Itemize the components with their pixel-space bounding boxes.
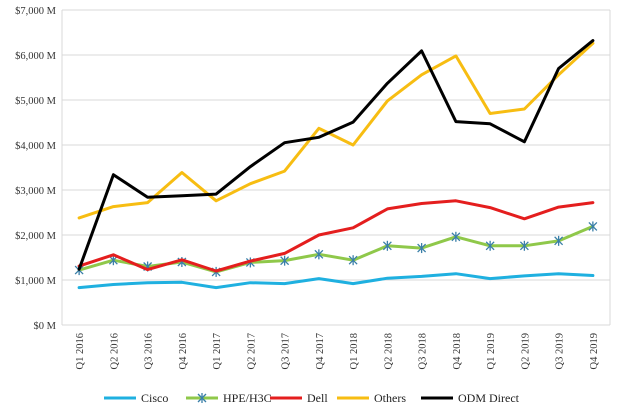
legend-item: Dell [270,391,328,405]
x-tick-label: Q1 2017 [212,333,223,369]
legend-label: Dell [307,391,328,405]
data-point-marker [519,240,529,251]
y-tick-label: $7,000 M [15,6,57,17]
x-tick-label: Q4 2016 [178,333,189,369]
x-tick-label: Q2 2017 [246,333,257,369]
series-line-cisco [77,272,595,290]
data-point-marker [280,255,290,266]
data-point-marker [554,235,564,246]
x-tick-label: Q1 2019 [486,333,497,369]
y-tick-label: $1,000 M [15,276,57,287]
legend-label: Others [374,391,406,405]
legend-item: HPE/H3C [186,391,272,405]
x-tick-label: Q1 2018 [349,333,360,369]
x-axis: Q1 2016 Q2 2016 Q3 2016 Q4 2016 Q1 2017 Q2 20… [75,333,600,369]
y-tick-label: $6,000 M [15,51,57,62]
series-lines [74,39,598,290]
data-point-marker [417,243,427,254]
x-tick-label: Q3 2017 [281,333,292,369]
x-tick-label: Q1 2016 [75,333,86,369]
y-tick-label: $2,000 M [15,231,57,242]
x-tick-label: Q2 2019 [520,333,531,369]
legend-label: Cisco [141,391,168,405]
series-line-others [77,41,595,220]
legend: Cisco HPE/H3C Dell Others ODM Direct [104,391,520,405]
data-point-marker [382,240,392,251]
y-tick-label: $0 M [34,321,57,332]
legend-label: HPE/H3C [223,391,272,405]
series-line-dell [77,199,595,273]
x-tick-label: Q4 2019 [589,333,600,369]
data-point-marker [485,240,495,251]
legend-item: Cisco [104,391,168,405]
legend-item: Others [337,391,406,405]
x-tick-label: Q2 2016 [109,333,120,369]
data-point-marker [588,221,598,232]
gridlines [61,9,611,326]
y-tick-label: $4,000 M [15,141,57,152]
y-tick-label: $5,000 M [15,96,57,107]
series-line-odm-direct [77,39,595,271]
data-point-marker [348,255,358,266]
data-point-marker [314,249,324,260]
x-tick-label: Q4 2018 [452,333,463,369]
x-tick-label: Q3 2019 [555,333,566,369]
y-axis: $0 M $1,000 M $2,000 M $3,000 M $4,000 M $5,0… [15,6,57,332]
data-point-marker [451,231,461,242]
series-line-hpe-h3c [77,224,595,274]
legend-item: ODM Direct [421,391,520,405]
x-tick-label: Q3 2018 [418,333,429,369]
x-tick-label: Q4 2017 [315,333,326,369]
x-tick-label: Q3 2016 [144,333,155,369]
legend-label: ODM Direct [458,391,520,405]
x-tick-label: Q2 2018 [383,333,394,369]
y-tick-label: $3,000 M [15,186,57,197]
